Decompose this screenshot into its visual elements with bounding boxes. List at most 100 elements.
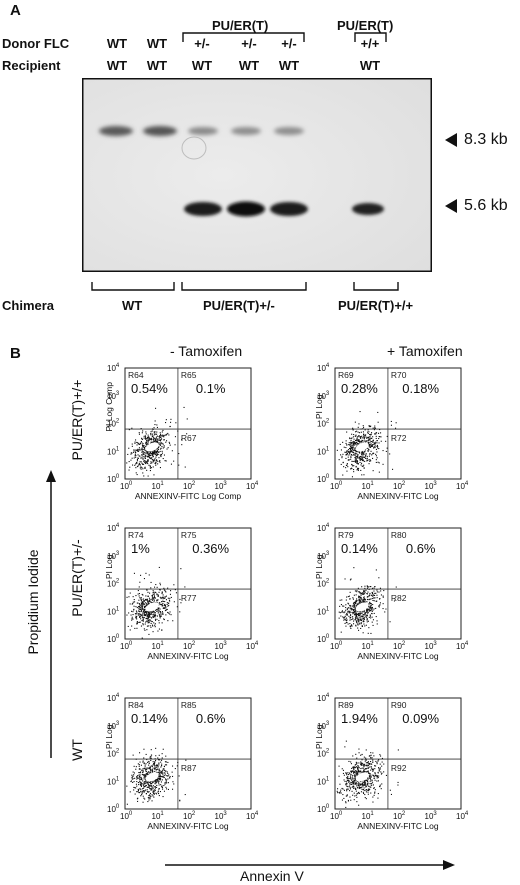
percent-upper-right: 0.09% [402, 711, 439, 726]
region-label-ul: R79 [338, 530, 354, 540]
x-axis-arrow [165, 860, 455, 870]
x-axis-label-annexin-v: Annexin V [240, 868, 304, 884]
donor-lane-1: WT [106, 36, 128, 51]
group-label-het: PU/ER(T) [212, 18, 269, 33]
col-title-plus-tamoxifen: + Tamoxifen [387, 343, 463, 359]
x-tick-label: 102 [393, 481, 406, 491]
percent-upper-left: 0.28% [341, 381, 378, 396]
y-tick-label: 103 [317, 721, 330, 731]
x-tick-label: 103 [215, 481, 228, 491]
plot-y-label: PI Log [314, 724, 324, 749]
percent-upper-right: 0.18% [402, 381, 439, 396]
region-label-ul: R89 [338, 700, 354, 710]
x-tick-label: 100 [330, 811, 343, 821]
cell-scatter [126, 406, 188, 477]
y-tick-label: 101 [107, 606, 120, 616]
y-tick-label: 102 [107, 579, 120, 589]
x-tick-label: 104 [246, 641, 259, 651]
recipient-lane-6: WT [359, 58, 381, 73]
region-label-lr: R72 [391, 433, 407, 443]
region-label-ul: R69 [338, 370, 354, 380]
x-tick-label: 101 [362, 481, 375, 491]
plot-y-label: PI Log [104, 724, 114, 749]
x-tick-label: 101 [362, 641, 375, 651]
plot-y-label: PI Log [314, 554, 324, 579]
y-axis-arrow [46, 470, 56, 758]
group-label-hom: PU/ER(T) [337, 18, 394, 33]
southern-blot-gel [82, 78, 432, 272]
x-tick-label: 100 [330, 641, 343, 651]
x-tick-label: 103 [215, 641, 228, 651]
y-tick-label: 101 [107, 776, 120, 786]
marker-arrow-8.3 [445, 133, 457, 147]
plot-frame [334, 697, 462, 810]
chimera-group-hom: PU/ER(T)+/+ [338, 298, 414, 313]
y-tick-label: 100 [317, 474, 330, 484]
y-tick-label: 104 [317, 693, 330, 703]
x-tick-label: 102 [393, 641, 406, 651]
y-tick-label: 104 [317, 363, 330, 373]
recipient-lane-3: WT [191, 58, 213, 73]
recipient-label: Recipient [2, 58, 61, 73]
y-tick-label: 100 [107, 474, 120, 484]
donor-lane-6: +/+ [360, 36, 380, 51]
y-tick-label: 102 [317, 579, 330, 589]
percent-upper-left: 0.14% [131, 711, 168, 726]
x-tick-label: 103 [425, 481, 438, 491]
y-tick-label: 104 [317, 523, 330, 533]
recipient-lane-2: WT [146, 58, 168, 73]
chimera-label: Chimera [2, 298, 55, 313]
recipient-lane-4: WT [238, 58, 260, 73]
y-tick-label: 104 [107, 523, 120, 533]
y-tick-label: 103 [317, 551, 330, 561]
x-tick-label: 100 [330, 481, 343, 491]
x-tick-label: 104 [456, 811, 469, 821]
region-label-lr: R82 [391, 593, 407, 603]
chimera-brackets [91, 282, 399, 291]
x-tick-label: 100 [120, 481, 133, 491]
region-label-ur: R90 [391, 700, 407, 710]
donor-flc-label: Donor FLC [2, 36, 70, 51]
panel-a-letter: A [10, 2, 21, 19]
x-tick-label: 103 [425, 811, 438, 821]
region-label-lr: R92 [391, 763, 407, 773]
plot-y-label: PI Log Comp [104, 382, 114, 432]
plot-x-label: ANNEXINV-FITC Log [147, 821, 229, 831]
plot-frame [124, 367, 252, 480]
donor-lane-5: +/- [281, 36, 297, 51]
marker-arrow-5.6 [445, 199, 457, 213]
y-tick-label: 101 [317, 606, 330, 616]
x-tick-label: 101 [152, 811, 165, 821]
percent-upper-left: 1% [131, 541, 150, 556]
donor-lane-3: +/- [194, 36, 210, 51]
panel-b-letter: B [10, 345, 21, 362]
x-tick-label: 101 [152, 481, 165, 491]
plot-frame [124, 527, 252, 640]
x-tick-label: 102 [183, 811, 196, 821]
row-label-het: PU/ER(T)+/- [69, 539, 85, 617]
x-tick-label: 104 [246, 811, 259, 821]
region-label-ur: R85 [181, 700, 197, 710]
plot-x-label: ANNEXINV-FITC Log Comp [135, 491, 242, 501]
x-tick-label: 103 [425, 641, 438, 651]
plot-x-label: ANNEXINV-FITC Log [147, 651, 229, 661]
percent-upper-left: 0.54% [131, 381, 168, 396]
y-tick-label: 101 [317, 446, 330, 456]
band-5.6kb-lanes [184, 201, 384, 217]
group-brackets [182, 32, 387, 42]
x-tick-label: 100 [120, 811, 133, 821]
x-tick-label: 104 [246, 481, 259, 491]
region-label-lr: R87 [181, 763, 197, 773]
y-tick-label: 100 [107, 804, 120, 814]
y-tick-label: 102 [317, 419, 330, 429]
chimera-group-het: PU/ER(T)+/- [203, 298, 275, 313]
donor-lane-2: WT [146, 36, 168, 51]
y-tick-label: 100 [317, 634, 330, 644]
percent-upper-left: 1.94% [341, 711, 378, 726]
percent-upper-right: 0.36% [192, 541, 229, 556]
plot-y-label: PI Log [314, 394, 324, 419]
y-tick-label: 102 [107, 749, 120, 759]
